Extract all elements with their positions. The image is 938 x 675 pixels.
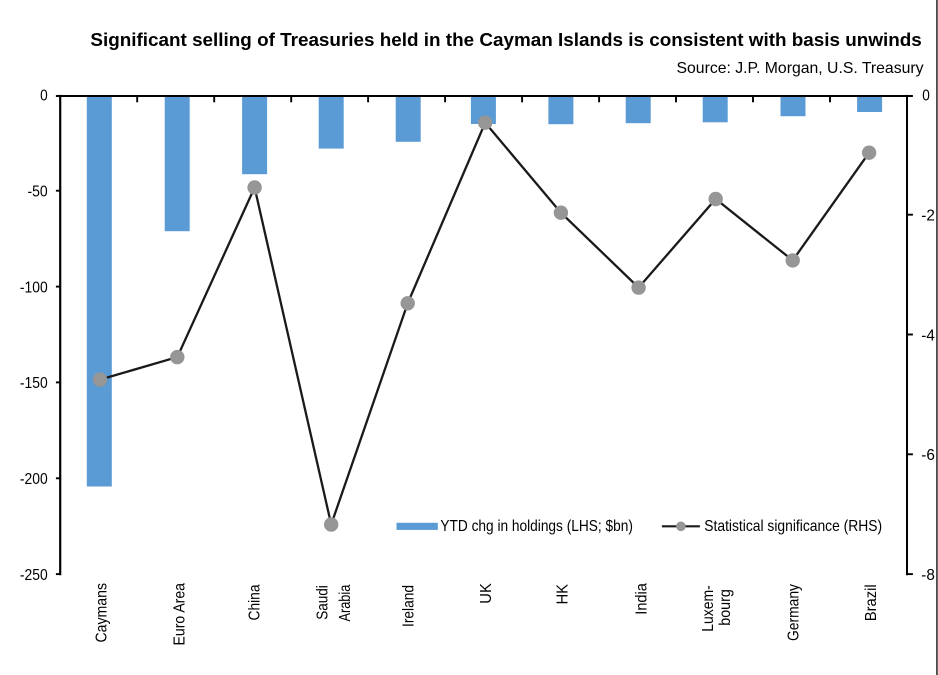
svg-text:Ireland: Ireland (401, 585, 418, 627)
svg-text:bourg: bourg (717, 589, 734, 626)
svg-text:Statistical significance (RHS): Statistical significance (RHS) (704, 518, 882, 535)
svg-text:Caymans: Caymans (94, 583, 111, 643)
svg-text:Source: J.P. Morgan, U.S. Trea: Source: J.P. Morgan, U.S. Treasury (677, 60, 924, 77)
svg-text:Euro Area: Euro Area (171, 583, 188, 646)
svg-text:0: 0 (40, 88, 48, 105)
svg-text:-4: -4 (921, 327, 935, 344)
svg-text:Arabia: Arabia (337, 585, 354, 622)
svg-text:Saudi: Saudi (314, 585, 331, 620)
svg-text:-50: -50 (28, 184, 48, 201)
svg-text:-150: -150 (20, 375, 48, 392)
svg-text:Luxem-: Luxem- (700, 585, 717, 632)
svg-text:-6: -6 (921, 447, 935, 464)
svg-text:-250: -250 (20, 567, 48, 584)
svg-text:YTD chg in holdings (LHS; $bn): YTD chg in holdings (LHS; $bn) (440, 518, 633, 535)
svg-text:-2: -2 (921, 208, 935, 225)
svg-text:0: 0 (922, 88, 930, 105)
svg-text:Germany: Germany (785, 584, 802, 641)
svg-text:-8: -8 (921, 567, 935, 584)
svg-text:HK: HK (555, 584, 572, 605)
svg-text:India: India (634, 583, 651, 615)
svg-text:UK: UK (478, 583, 495, 604)
svg-text:China: China (247, 584, 264, 620)
svg-text:Significant selling of Treasur: Significant selling of Treasuries held i… (90, 30, 921, 50)
svg-text:Brazil: Brazil (863, 584, 880, 621)
svg-text:-100: -100 (20, 279, 48, 296)
svg-text:-200: -200 (20, 471, 48, 488)
